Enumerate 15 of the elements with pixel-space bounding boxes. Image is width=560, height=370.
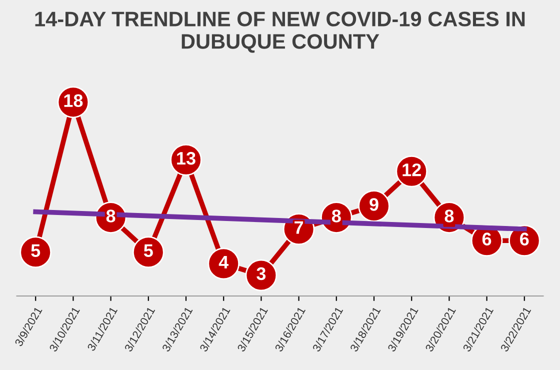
data-label: 4 — [218, 256, 229, 268]
data-label: 3 — [256, 267, 266, 280]
data-label: 8 — [106, 210, 116, 222]
data-label: 12 — [402, 163, 421, 176]
chart-title: 14-DAY TRENDLINE OF NEW COVID-19 CASES IN DUBUQUE COUNTY — [35, 12, 525, 53]
data-label: 7 — [294, 221, 304, 234]
data-label: 8 — [332, 210, 341, 222]
data-label: 5 — [31, 244, 40, 258]
data-label: 8 — [444, 210, 454, 222]
data-label: 6 — [520, 232, 529, 246]
data-label: 13 — [177, 152, 196, 165]
data-label: 6 — [482, 232, 492, 246]
data-label: 9 — [370, 198, 378, 211]
data-label: 18 — [64, 94, 83, 108]
data-label: 5 — [144, 244, 153, 258]
